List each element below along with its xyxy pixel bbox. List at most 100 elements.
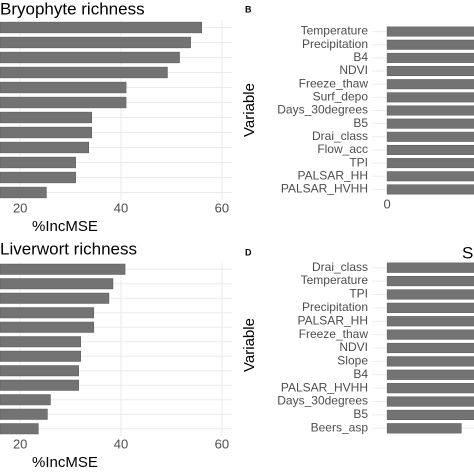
bar	[0, 171, 76, 184]
bar	[0, 51, 180, 64]
bar	[386, 396, 474, 407]
y-tick-label: TPI	[349, 155, 368, 169]
y-tick-label: PALSAR_HH	[298, 168, 368, 182]
bar	[386, 79, 474, 90]
plot	[372, 262, 474, 435]
y-tick-label: Drai_class	[312, 260, 368, 274]
bar	[0, 81, 127, 94]
bar	[0, 350, 81, 362]
bar	[386, 131, 474, 142]
y-tick-label: Temperature	[301, 273, 369, 287]
bar	[386, 276, 474, 287]
bar	[386, 369, 474, 380]
y-tick-label: B5	[353, 116, 368, 130]
bar	[0, 307, 95, 319]
bar	[0, 141, 90, 154]
bar	[386, 105, 474, 116]
plot	[0, 20, 232, 200]
bar	[386, 158, 474, 169]
y-tick-label: B4	[353, 50, 368, 64]
bar	[386, 383, 474, 394]
chart-title: Liverwort richness	[0, 239, 137, 258]
x-tick-label: 20	[13, 436, 27, 451]
y-tick-label: PALSAR_HVHH	[281, 182, 368, 196]
x-axis-label: %IncMSE	[32, 218, 98, 235]
bar	[0, 336, 81, 348]
bar	[386, 302, 474, 313]
panel-label: B	[245, 4, 252, 14]
bar	[0, 156, 76, 169]
bar	[386, 316, 474, 327]
bar	[386, 52, 474, 63]
y-tick-label: Days_30degrees	[277, 103, 368, 117]
bar	[386, 356, 474, 367]
bar	[386, 409, 474, 420]
bar	[386, 423, 462, 434]
x-tick-label: 60	[215, 436, 229, 451]
chart-title: S	[462, 243, 473, 262]
bar	[0, 292, 110, 304]
bar	[386, 26, 474, 37]
panel-label: D	[245, 247, 252, 257]
y-tick-label: B5	[353, 407, 368, 421]
bar	[386, 184, 474, 195]
bar	[386, 92, 474, 103]
plot	[372, 25, 474, 196]
x-tick-label: 40	[114, 200, 128, 215]
y-axis-label: Variable	[241, 318, 258, 372]
bar	[0, 66, 168, 79]
bar	[0, 394, 51, 406]
y-tick-label: Freeze_thaw	[299, 76, 369, 90]
y-tick-label: Days_30degrees	[277, 394, 368, 408]
bar	[0, 408, 48, 420]
bar	[0, 186, 47, 199]
plot-background	[0, 262, 232, 436]
bar	[0, 36, 191, 49]
y-tick-label: B4	[353, 367, 368, 381]
plot	[0, 262, 232, 436]
bar	[0, 379, 79, 391]
x-axis-label: %IncMSE	[32, 454, 98, 471]
y-tick-label: Beers_asp	[311, 420, 369, 434]
y-tick-label: Freeze_thaw	[299, 327, 369, 341]
y-tick-label: TPI	[349, 287, 368, 301]
bar	[0, 21, 202, 34]
bar	[0, 423, 39, 435]
x-tick-label: 40	[114, 436, 128, 451]
bar	[386, 262, 474, 273]
bar	[386, 329, 474, 340]
x-tick-label: 20	[13, 200, 27, 215]
y-tick-label: PALSAR_HH	[298, 313, 368, 327]
y-tick-label: Flow_acc	[317, 142, 368, 156]
y-tick-label: NDVI	[339, 63, 368, 77]
bar	[386, 39, 474, 50]
bar	[0, 96, 127, 109]
y-tick-label: Precipitation	[302, 300, 368, 314]
bar	[386, 118, 474, 129]
y-tick-label: Surf_depo	[313, 90, 369, 104]
y-tick-label: Drai_class	[312, 129, 368, 143]
x-tick-label: 60	[215, 200, 229, 215]
y-tick-label: PALSAR_HVHH	[281, 380, 368, 394]
bar	[0, 365, 79, 377]
plot-background	[0, 20, 232, 200]
bar	[386, 171, 474, 182]
bar	[386, 342, 474, 354]
bar	[386, 289, 474, 300]
bar	[0, 321, 95, 333]
y-tick-label: Slope	[337, 354, 368, 368]
bar	[0, 126, 93, 139]
bar	[0, 278, 114, 290]
x-tick-label: 0	[384, 196, 391, 211]
y-tick-label: NDVI	[339, 340, 368, 354]
bar	[386, 144, 474, 155]
y-axis-label: Variable	[241, 83, 258, 137]
y-tick-label: Precipitation	[302, 37, 368, 51]
y-tick-label: Temperature	[301, 24, 369, 38]
bar	[386, 66, 474, 77]
chart-title: Bryophyte richness	[0, 0, 145, 18]
bar	[0, 263, 126, 275]
bar	[0, 111, 93, 124]
